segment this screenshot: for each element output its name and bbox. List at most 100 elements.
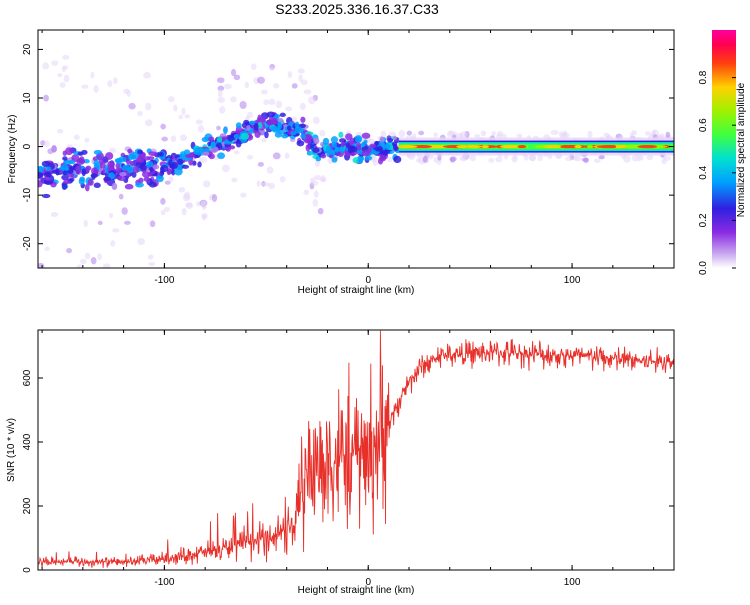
spectrogram-speckle [272, 152, 281, 160]
spectrogram-cell [127, 148, 133, 154]
spectrogram-speckle [97, 220, 103, 226]
spectrogram-speckle [312, 116, 320, 125]
spectrogram-speckle [418, 130, 425, 136]
spectrogram-cell [392, 141, 398, 147]
spectrogram-speckle [231, 177, 238, 183]
spectrogram-cell [277, 122, 282, 130]
spectrogram-speckle [51, 60, 59, 66]
spectrogram-speckle [433, 132, 438, 138]
spectrogram-cell [387, 138, 394, 143]
snr-xtick-label: 0 [365, 577, 371, 588]
spectrogram-speckle [168, 96, 175, 103]
spectrogram-cell [381, 149, 390, 155]
spectrogram-speckle [200, 201, 207, 209]
spectrogram-speckle [179, 134, 187, 142]
spectrogram-cell [286, 125, 292, 131]
spectrogram-speckle [474, 134, 481, 139]
spectrogram-cell [350, 145, 355, 151]
spectrogram-speckle [73, 134, 80, 141]
spectrogram-speckle [80, 258, 87, 265]
spectrogram-speckle [102, 263, 111, 268]
spectrogram-cell [90, 173, 98, 178]
spectrogram-band-peak [612, 144, 626, 149]
spectrogram-cell [147, 156, 155, 161]
spectrogram-speckle [298, 74, 303, 82]
spectrogram-speckle [512, 155, 518, 160]
spectrogram-cell [377, 157, 384, 165]
snr-series-line [38, 330, 674, 568]
spectrogram-cell [202, 151, 210, 156]
colorbar-gradient [712, 30, 736, 268]
spectrogram-cell [111, 182, 118, 190]
spectrogram-cell [315, 156, 322, 162]
spectrogram-speckle [598, 155, 605, 160]
spectrogram-cell [320, 153, 327, 159]
spectrogram-cell [38, 180, 43, 188]
spectrogram-speckle [143, 71, 152, 79]
spectrogram-cell [38, 172, 44, 178]
spectrogram-cell [135, 156, 145, 164]
spectrogram-speckle [398, 129, 406, 138]
spectrogram-speckle [107, 80, 113, 88]
spectrogram-cell [105, 152, 114, 160]
spectrogram-cell [122, 164, 130, 171]
spectrogram-speckle [217, 89, 223, 98]
spectrogram-speckle [239, 101, 247, 109]
spectrogram-speckle [300, 79, 308, 86]
spectrogram-cell [240, 132, 250, 140]
spectrogram-speckle [261, 137, 267, 143]
spectrogram-cell [140, 165, 147, 171]
spectrogram-cell [45, 171, 52, 178]
spectrogram-speckle [313, 190, 319, 198]
spectrogram-band-peak [586, 144, 594, 149]
spectrogram-speckle [123, 220, 131, 225]
spectrogram-speckle [646, 154, 654, 161]
colorbar-tick-label: 0.6 [698, 118, 709, 132]
spectrogram-cell [367, 147, 372, 153]
spectrogram-cell [266, 111, 276, 118]
spectrogram-speckle [216, 125, 221, 131]
spectrogram-cell [339, 138, 347, 143]
spectrogram-speckle [112, 228, 120, 233]
spectrogram-speckle [137, 237, 145, 246]
spectrogram-speckle [170, 135, 177, 143]
snr-ytick-label: 400 [22, 433, 33, 450]
spectrogram-cell [330, 136, 338, 144]
spectrogram-speckle [181, 208, 187, 216]
spectrogram-cell [307, 137, 312, 145]
spectrogram-xtick-label: 100 [564, 275, 581, 286]
spectrogram-cell [296, 140, 305, 147]
spectrogram-cell [193, 147, 203, 156]
spectrogram-speckle [573, 154, 582, 162]
spectrogram-cell [281, 133, 289, 139]
spectrogram-speckle [197, 125, 205, 133]
spectrogram-speckle [292, 116, 297, 122]
spectrogram-speckle [303, 189, 310, 196]
spectrogram-speckle [380, 130, 387, 138]
spectrogram-cell [160, 164, 169, 173]
spectrogram-cell [115, 158, 122, 165]
spectrogram-cell [137, 149, 144, 155]
spectrogram-speckle [247, 154, 254, 160]
spectrogram-speckle [312, 199, 319, 207]
spectrogram-speckle [550, 129, 559, 135]
spectrogram-cell [41, 160, 50, 167]
spectrogram-band-peak [465, 144, 482, 149]
spectrogram-cell [207, 141, 212, 147]
spectrogram-cell [294, 121, 300, 129]
spectrogram-speckle [137, 110, 143, 117]
spectrogram-speckle [84, 252, 91, 260]
spectrogram-cell [312, 147, 320, 153]
spectrogram-cell [91, 167, 98, 175]
spectrogram-speckle [644, 131, 652, 136]
spectrogram-speckle [178, 114, 183, 120]
spectrogram-speckle [447, 130, 454, 138]
spectrogram-heatmap [38, 54, 674, 268]
snr-ytick-label: 600 [22, 369, 33, 386]
spectrogram-cell [300, 116, 306, 123]
spectrogram-speckle [309, 177, 316, 183]
spectrogram-speckle [469, 154, 476, 162]
spectrogram-ylabel: Frequency (Hz) [7, 115, 18, 184]
spectrogram-speckle [387, 156, 393, 163]
spectrogram-cell [361, 141, 366, 147]
